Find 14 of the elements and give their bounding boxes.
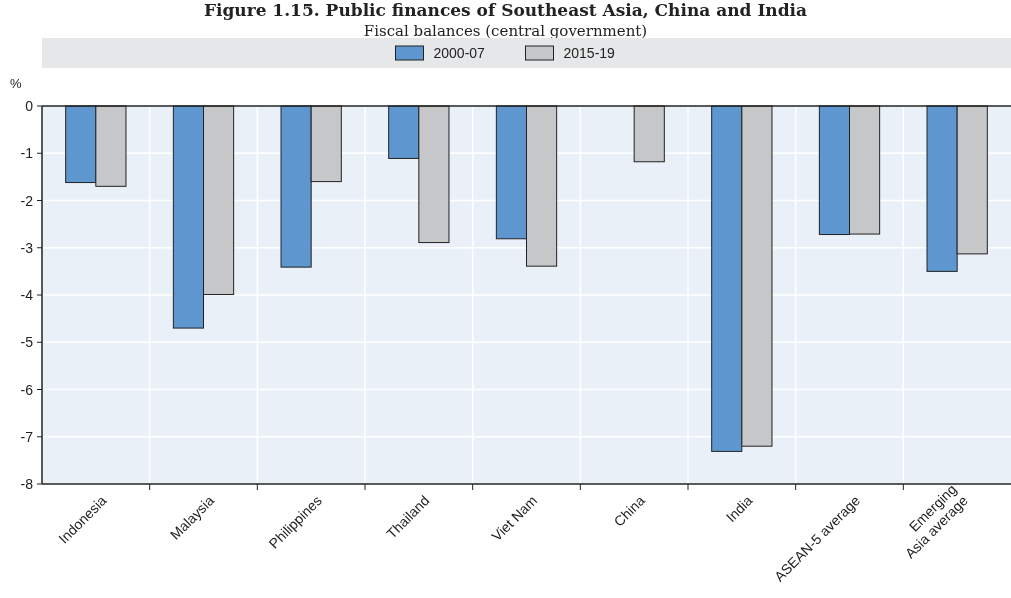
- legend-label: 2000-07: [433, 45, 486, 61]
- y-axis-title: %: [10, 76, 22, 91]
- y-tick-label: -7: [20, 428, 34, 445]
- chart-title: Figure 1.15. Public finances of Southeast Asia, China and India: [203, 0, 808, 20]
- y-tick-label: -8: [20, 476, 34, 492]
- y-tick-label: -6: [20, 381, 34, 398]
- legend-label: 2015-19: [563, 45, 616, 61]
- y-tick-label: -5: [20, 334, 34, 351]
- chart-subtitle: Fiscal balances (central government): [363, 22, 648, 40]
- y-tick-label: -1: [20, 145, 34, 162]
- y-tick-label: 0: [25, 98, 34, 114]
- y-tick-label: -3: [20, 239, 34, 256]
- y-tick-label: -4: [20, 287, 34, 303]
- y-tick-label: -2: [20, 192, 34, 209]
